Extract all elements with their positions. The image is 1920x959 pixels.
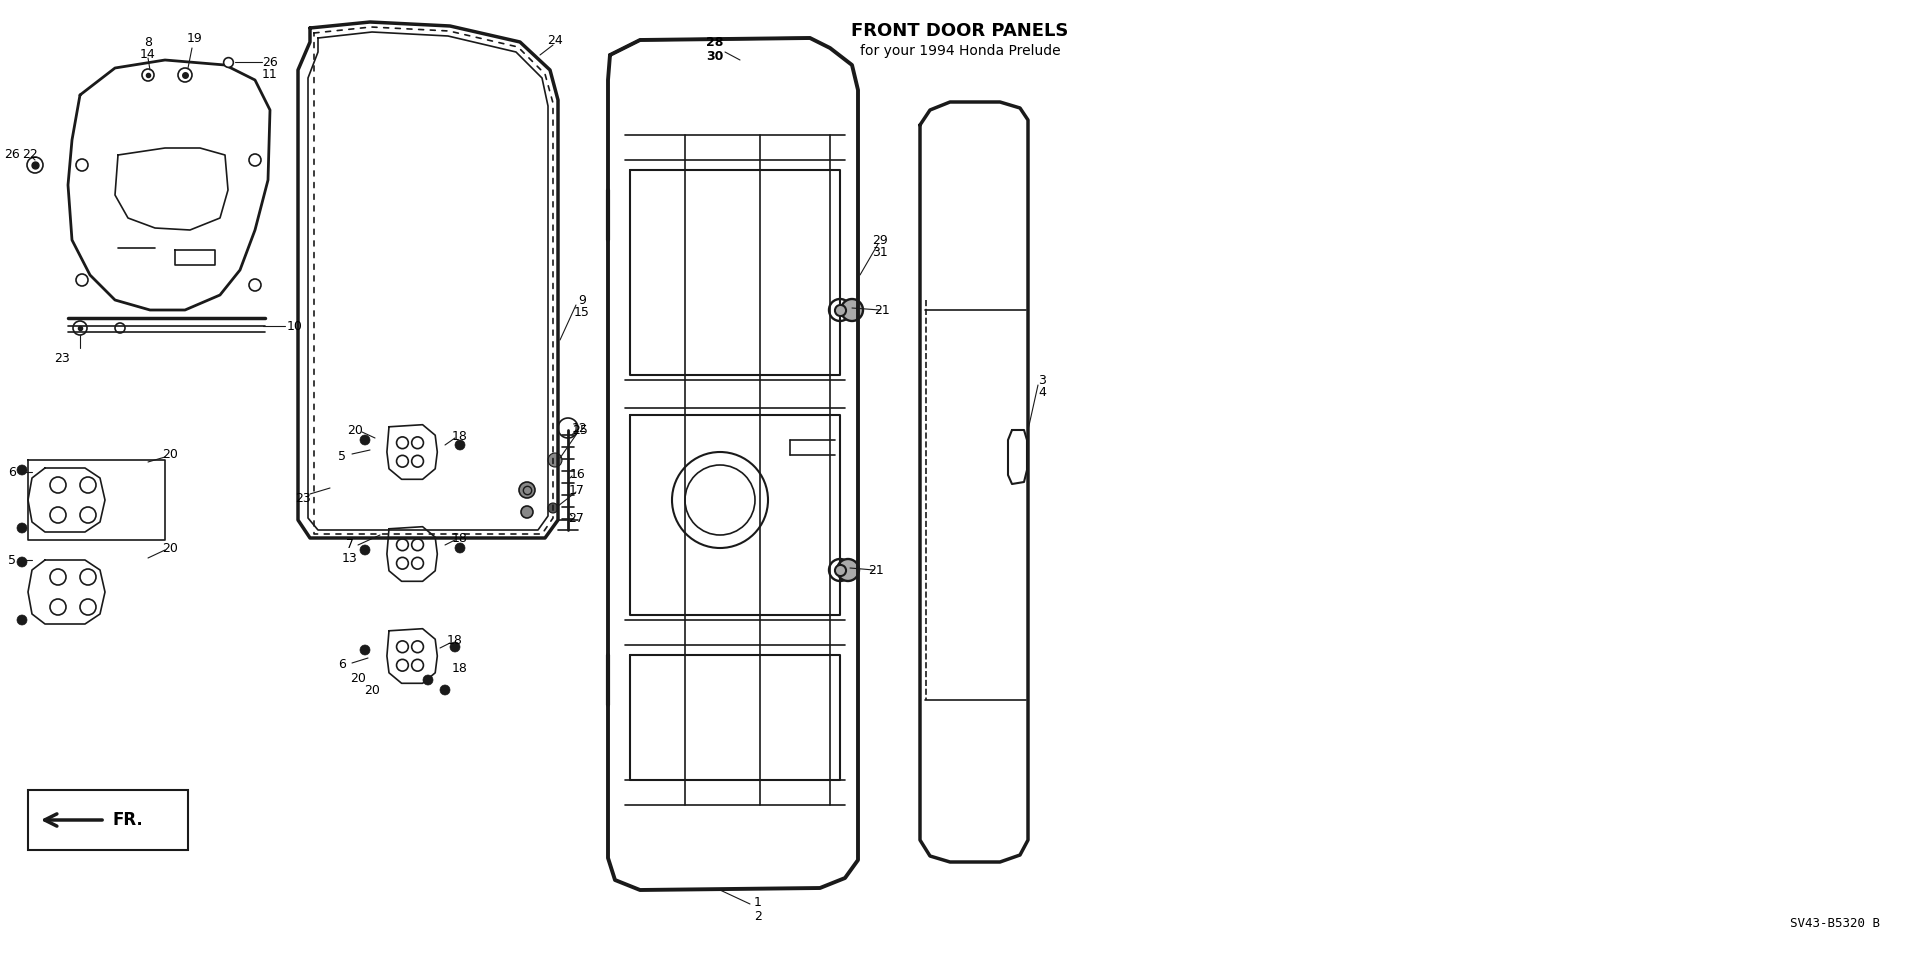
- Circle shape: [411, 660, 424, 671]
- Text: 21: 21: [874, 303, 889, 316]
- Circle shape: [559, 418, 578, 438]
- Circle shape: [829, 299, 851, 321]
- Circle shape: [411, 539, 424, 550]
- Text: 7: 7: [346, 539, 353, 551]
- Text: 23: 23: [296, 492, 311, 504]
- Text: 17: 17: [568, 483, 586, 497]
- Text: 2: 2: [755, 909, 762, 923]
- Text: 12: 12: [572, 422, 588, 434]
- Text: FRONT DOOR PANELS: FRONT DOOR PANELS: [851, 22, 1069, 40]
- Circle shape: [397, 557, 409, 569]
- Circle shape: [518, 482, 536, 498]
- Text: 4: 4: [1039, 386, 1046, 399]
- Text: 18: 18: [447, 634, 463, 646]
- Text: 22: 22: [23, 149, 38, 161]
- Circle shape: [361, 435, 371, 445]
- Circle shape: [361, 645, 371, 655]
- Circle shape: [411, 641, 424, 653]
- Circle shape: [397, 539, 409, 550]
- Circle shape: [397, 456, 409, 467]
- Circle shape: [397, 437, 409, 449]
- Text: 8: 8: [144, 36, 152, 50]
- Circle shape: [81, 569, 96, 585]
- Circle shape: [837, 559, 858, 581]
- Text: 5: 5: [8, 553, 15, 567]
- Circle shape: [81, 507, 96, 523]
- Circle shape: [520, 506, 534, 518]
- Text: 9: 9: [578, 293, 586, 307]
- Circle shape: [50, 477, 65, 493]
- Text: 23: 23: [54, 352, 69, 364]
- Text: 3: 3: [1039, 373, 1046, 386]
- Circle shape: [547, 503, 559, 513]
- Circle shape: [50, 569, 65, 585]
- Text: 27: 27: [568, 511, 584, 525]
- Circle shape: [17, 465, 27, 475]
- Text: 20: 20: [365, 684, 380, 696]
- Circle shape: [422, 675, 434, 685]
- Circle shape: [50, 599, 65, 615]
- Text: 20: 20: [161, 542, 179, 554]
- Circle shape: [50, 507, 65, 523]
- Text: 20: 20: [348, 424, 363, 436]
- Text: 31: 31: [872, 246, 887, 259]
- Text: 13: 13: [342, 551, 357, 565]
- Circle shape: [411, 456, 424, 467]
- Text: 11: 11: [263, 67, 278, 81]
- Circle shape: [81, 477, 96, 493]
- Circle shape: [411, 437, 424, 449]
- Circle shape: [73, 321, 86, 335]
- Text: 26: 26: [263, 56, 278, 68]
- Text: 15: 15: [574, 306, 589, 318]
- Circle shape: [115, 323, 125, 333]
- Text: 14: 14: [140, 49, 156, 61]
- Circle shape: [440, 685, 449, 695]
- Text: 10: 10: [288, 319, 303, 333]
- Circle shape: [449, 642, 461, 652]
- Circle shape: [17, 615, 27, 625]
- Text: 26: 26: [4, 149, 19, 161]
- Circle shape: [397, 660, 409, 671]
- Text: 25: 25: [572, 424, 588, 436]
- Circle shape: [841, 299, 862, 321]
- Text: 5: 5: [338, 450, 346, 462]
- Circle shape: [27, 157, 42, 173]
- Text: 28: 28: [707, 35, 724, 49]
- Circle shape: [361, 545, 371, 555]
- Text: 20: 20: [161, 449, 179, 461]
- Text: 18: 18: [451, 662, 468, 674]
- Circle shape: [455, 440, 465, 450]
- Text: 24: 24: [547, 34, 563, 46]
- Circle shape: [397, 641, 409, 653]
- Text: 6: 6: [338, 659, 346, 671]
- Circle shape: [17, 523, 27, 533]
- Circle shape: [547, 453, 563, 467]
- Text: for your 1994 Honda Prelude: for your 1994 Honda Prelude: [860, 44, 1060, 58]
- Text: 19: 19: [186, 32, 204, 44]
- Circle shape: [17, 557, 27, 567]
- Text: 20: 20: [349, 671, 367, 685]
- Circle shape: [411, 557, 424, 569]
- Circle shape: [455, 543, 465, 553]
- Circle shape: [81, 599, 96, 615]
- Text: 21: 21: [868, 564, 883, 576]
- Text: 30: 30: [707, 50, 724, 62]
- Text: 29: 29: [872, 233, 887, 246]
- Text: 16: 16: [570, 469, 586, 481]
- Text: FR.: FR.: [111, 811, 142, 829]
- Text: 18: 18: [451, 430, 468, 442]
- Bar: [29, 790, 188, 850]
- Text: 6: 6: [8, 465, 15, 479]
- Circle shape: [829, 559, 851, 581]
- Text: 18: 18: [451, 531, 468, 545]
- Text: SV43-B5320 B: SV43-B5320 B: [1789, 917, 1880, 930]
- Text: 1: 1: [755, 896, 762, 908]
